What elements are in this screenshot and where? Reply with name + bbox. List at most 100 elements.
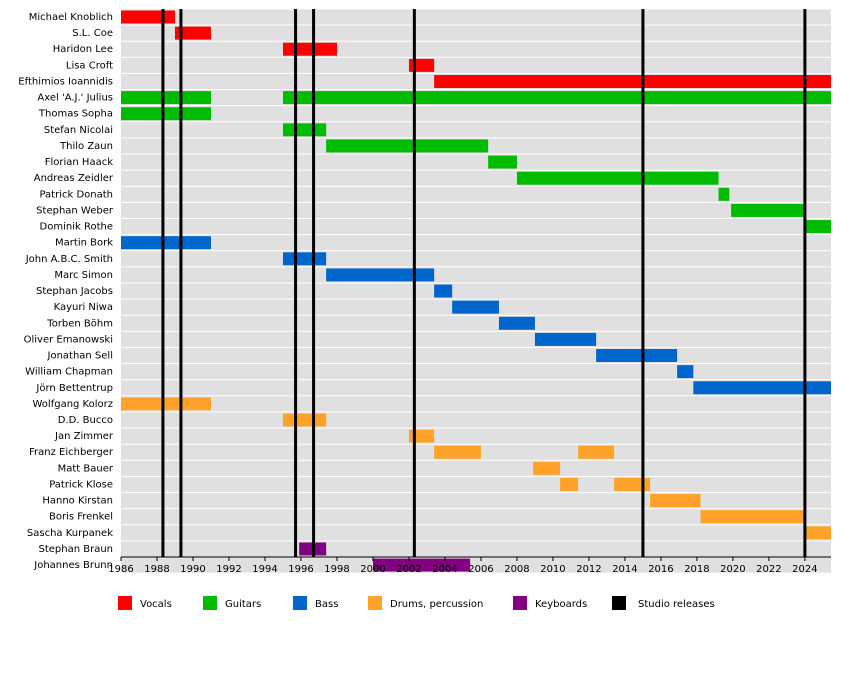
- y-tick-label: Johannes Brunn: [33, 560, 113, 571]
- legend-swatch: [293, 596, 307, 610]
- row-stripe: [121, 235, 831, 251]
- x-tick-label: 2014: [612, 564, 637, 575]
- y-tick-label: Franz Eichberger: [29, 447, 114, 458]
- y-tick-label: Andreas Zeidler: [34, 173, 114, 184]
- x-tick-label: 2016: [648, 564, 673, 575]
- legend-label: Studio releases: [638, 599, 715, 610]
- legend-label: Drums, percussion: [390, 599, 483, 610]
- row-stripe: [121, 267, 831, 283]
- member-bar: [282, 42, 337, 56]
- row-stripe: [121, 41, 831, 57]
- x-tick-label: 1994: [252, 564, 277, 575]
- member-bar: [408, 429, 435, 443]
- member-bar: [121, 236, 211, 250]
- y-tick-label: Martin Bork: [55, 238, 113, 249]
- member-bar: [174, 26, 211, 40]
- member-bar: [121, 10, 175, 24]
- member-bar: [282, 91, 831, 105]
- y-tick-label: Axel 'A.J.' Julius: [37, 93, 113, 104]
- member-bar: [718, 187, 730, 201]
- y-tick-label: Patrick Klose: [49, 479, 113, 490]
- member-bar: [804, 220, 831, 234]
- member-bar: [488, 155, 517, 169]
- row-stripe: [121, 396, 831, 412]
- row-stripe: [121, 525, 831, 541]
- member-bar: [326, 268, 435, 282]
- member-bar: [121, 91, 211, 105]
- member-bar: [121, 397, 211, 411]
- member-bar: [560, 477, 579, 491]
- y-tick-label: S.L. Coe: [72, 28, 113, 39]
- x-tick-label: 2002: [396, 564, 421, 575]
- member-bar: [804, 526, 831, 540]
- y-tick-label: Dominik Rothe: [40, 222, 113, 233]
- row-stripe: [121, 186, 831, 202]
- legend-swatch: [612, 596, 626, 610]
- x-tick-label: 2012: [576, 564, 601, 575]
- x-tick-label: 1986: [108, 564, 133, 575]
- row-stripe: [121, 122, 831, 138]
- member-bar: [282, 252, 327, 266]
- member-bar: [578, 445, 615, 459]
- y-tick-label: Hanno Kirstan: [42, 496, 113, 507]
- member-bar: [434, 284, 453, 298]
- row-stripe: [121, 25, 831, 41]
- x-tick-label: 1998: [324, 564, 349, 575]
- member-bar: [596, 349, 678, 363]
- y-tick-label: Thilo Zaun: [59, 141, 113, 152]
- x-tick-label: 2018: [684, 564, 709, 575]
- y-tick-label: Marc Simon: [54, 270, 113, 281]
- y-tick-label: Lisa Croft: [66, 60, 113, 71]
- y-tick-label: Stephan Braun: [38, 544, 113, 555]
- row-stripe: [121, 493, 831, 509]
- member-bar: [650, 494, 701, 508]
- member-bar: [372, 558, 471, 572]
- legend-label: Keyboards: [535, 599, 587, 610]
- y-tick-label: Wolfgang Kolorz: [33, 399, 114, 410]
- member-bar: [452, 300, 499, 314]
- x-tick-label: 2020: [720, 564, 745, 575]
- member-bar: [434, 445, 481, 459]
- y-tick-label: Stephan Weber: [36, 205, 114, 216]
- row-stripe: [121, 57, 831, 73]
- row-stripe: [121, 170, 831, 186]
- row-stripe: [121, 557, 831, 573]
- row-stripe: [121, 315, 831, 331]
- member-bar: [677, 365, 694, 379]
- y-tick-label: Kayuri Niwa: [54, 302, 113, 313]
- row-stripe: [121, 541, 831, 557]
- member-bar: [121, 107, 211, 121]
- x-tick-label: 2008: [504, 564, 529, 575]
- row-stripe: [121, 428, 831, 444]
- y-tick-label: Stefan Nicolai: [44, 125, 113, 136]
- member-bar: [614, 477, 651, 491]
- y-tick-label: Michael Knoblich: [29, 12, 113, 23]
- x-tick-label: 2006: [468, 564, 493, 575]
- x-tick-label: 1988: [144, 564, 169, 575]
- x-tick-label: 2010: [540, 564, 565, 575]
- member-bar: [533, 461, 561, 475]
- member-bar: [693, 381, 831, 395]
- member-bar: [498, 316, 535, 330]
- x-tick-label: 2000: [360, 564, 385, 575]
- legend-swatch: [118, 596, 132, 610]
- y-tick-label: Efthimios Ioannidis: [18, 76, 113, 87]
- legend-label: Bass: [315, 599, 338, 610]
- row-stripe: [121, 476, 831, 493]
- member-bar: [731, 203, 805, 217]
- row-stripe: [121, 202, 831, 218]
- row-stripe: [121, 347, 831, 364]
- row-stripe: [121, 380, 831, 396]
- y-tick-label: D.D. Bucco: [58, 415, 113, 426]
- row-stripe: [121, 412, 831, 428]
- row-stripe: [121, 364, 831, 380]
- member-bar: [700, 510, 805, 524]
- y-tick-label: William Chapman: [25, 367, 113, 378]
- y-tick-label: Thomas Sopha: [38, 109, 113, 120]
- member-bar: [516, 171, 719, 185]
- legend-swatch: [368, 596, 382, 610]
- y-tick-label: Boris Frenkel: [49, 512, 113, 523]
- x-tick-label: 2004: [432, 564, 457, 575]
- y-tick-label: Florian Haack: [45, 157, 113, 168]
- member-bar: [282, 123, 327, 137]
